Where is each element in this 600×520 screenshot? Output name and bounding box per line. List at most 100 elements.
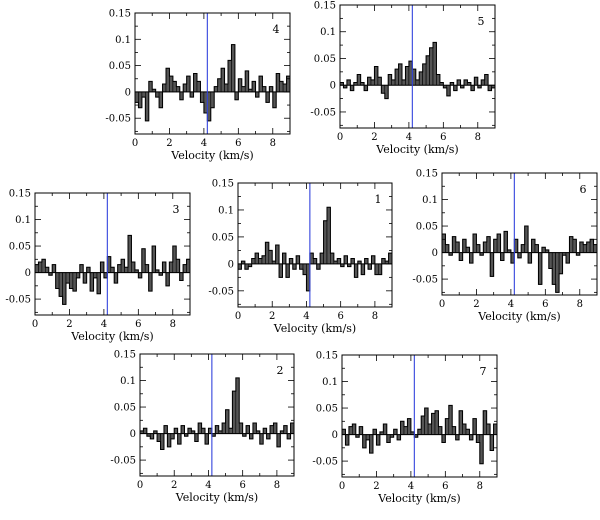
histogram-bar bbox=[278, 263, 283, 278]
panel-number-label: 3 bbox=[173, 203, 180, 216]
x-tick-label: 2 bbox=[166, 138, 172, 149]
histogram-bar bbox=[302, 263, 307, 275]
histogram-bar bbox=[196, 81, 201, 93]
histogram-bar bbox=[289, 258, 294, 265]
histogram-bar bbox=[138, 91, 143, 108]
histogram-bar bbox=[259, 433, 264, 445]
histogram-bar bbox=[348, 426, 353, 435]
panel-number-label: 5 bbox=[478, 15, 485, 28]
y-tick-label: 0.05 bbox=[9, 242, 31, 253]
histogram-bar bbox=[469, 434, 474, 441]
histogram-bar bbox=[323, 220, 328, 265]
histogram-bar bbox=[489, 434, 494, 451]
histogram-bar bbox=[417, 428, 422, 435]
histogram-bar bbox=[455, 241, 460, 253]
histogram-bar bbox=[400, 420, 405, 435]
spectrum-panel-7: 0 2 4 6 8 0.15 0.1 0.05 0 -0.05 Velocity (km/s) 7 bbox=[312, 351, 498, 505]
histogram-bar bbox=[391, 263, 392, 275]
histogram-bar bbox=[446, 84, 451, 97]
histogram-bar bbox=[424, 407, 429, 435]
histogram-bar bbox=[354, 263, 359, 278]
x-tick-label: 4 bbox=[101, 319, 107, 330]
x-tick-label: 8 bbox=[475, 132, 481, 143]
histogram-bar bbox=[289, 91, 290, 101]
histogram-bar bbox=[172, 81, 177, 93]
histogram-bar bbox=[186, 75, 191, 93]
panel-frame bbox=[134, 12, 291, 135]
y-tick-label: 0.1 bbox=[115, 35, 131, 46]
spectrum-step-line bbox=[135, 44, 290, 122]
panel-frame bbox=[34, 192, 191, 316]
y-tick-label: 0 bbox=[432, 248, 438, 259]
histogram-bar bbox=[148, 272, 153, 292]
histogram-bar bbox=[197, 265, 200, 273]
spectrum-panel-1: 0 2 4 6 8 0.15 0.1 0.05 0 -0.05 Velocity (km/s) 1 bbox=[208, 179, 393, 335]
histogram-bar bbox=[275, 244, 280, 265]
y-tick-label: 0 bbox=[330, 81, 336, 92]
histogram-bar bbox=[462, 239, 467, 253]
x-tick-label: 0 bbox=[32, 319, 38, 330]
histogram-bar bbox=[418, 71, 423, 86]
histogram-bar bbox=[482, 410, 487, 435]
histogram-bar bbox=[458, 252, 463, 261]
histogram-bar bbox=[193, 267, 196, 272]
histogram-bar bbox=[378, 263, 383, 275]
histogram-bar bbox=[238, 422, 243, 434]
histogram-bar bbox=[261, 255, 266, 265]
histogram-bar bbox=[290, 422, 294, 434]
x-tick-label: 6 bbox=[337, 311, 343, 322]
histogram-bar bbox=[589, 239, 594, 253]
histogram-bar bbox=[465, 428, 470, 435]
histogram-bar bbox=[180, 425, 185, 434]
x-axis-title: Velocity (km/s) bbox=[175, 491, 258, 504]
histogram-bar bbox=[269, 425, 274, 434]
histogram-bar bbox=[312, 258, 318, 265]
y-tick-label: 0.1 bbox=[422, 195, 438, 206]
x-tick-label: 8 bbox=[274, 480, 280, 491]
x-tick-label: 2 bbox=[473, 299, 479, 310]
histogram-bar bbox=[213, 86, 218, 93]
y-tick-label: 0.15 bbox=[212, 179, 234, 190]
histogram-bar bbox=[131, 261, 136, 273]
histogram-bar bbox=[158, 91, 163, 108]
histogram-bar bbox=[244, 70, 249, 93]
histogram-bar bbox=[531, 239, 536, 253]
histogram-bar bbox=[431, 413, 436, 435]
histogram-bar bbox=[472, 418, 477, 435]
spectrum-panel-3: 0 2 4 6 8 0.15 0.1 0.05 0 -0.05 Velocity (km/s) 3 bbox=[5, 189, 200, 343]
histogram-bar bbox=[177, 433, 182, 445]
histogram-bar bbox=[265, 91, 270, 103]
histogram-bar bbox=[343, 255, 348, 265]
histogram-bar bbox=[269, 86, 274, 93]
plot-area bbox=[135, 13, 290, 134]
x-tick-label: 8 bbox=[577, 299, 583, 310]
panel-frame bbox=[441, 172, 598, 296]
x-tick-label: 6 bbox=[440, 132, 446, 143]
histogram-bar bbox=[156, 433, 161, 442]
histogram-bar bbox=[262, 427, 267, 434]
histogram-bar bbox=[76, 272, 81, 279]
histogram-bar bbox=[367, 263, 372, 270]
panel-number-label: 7 bbox=[480, 365, 487, 378]
histogram-bar bbox=[365, 434, 370, 441]
histogram-bar bbox=[293, 430, 294, 434]
histogram-bar bbox=[319, 252, 324, 265]
spectrum-step-line bbox=[340, 41, 495, 100]
histogram-bar bbox=[316, 263, 321, 270]
plot-area bbox=[342, 355, 497, 477]
histogram-bar bbox=[386, 434, 391, 443]
spectrum-step-line bbox=[442, 225, 597, 293]
histogram-bar bbox=[445, 418, 450, 435]
histogram-bar bbox=[141, 248, 146, 273]
y-tick-label: -0.05 bbox=[208, 286, 234, 297]
y-tick-label: -0.05 bbox=[110, 456, 136, 467]
y-tick-label: 0.15 bbox=[109, 9, 131, 20]
x-tick-label: 2 bbox=[373, 481, 379, 492]
histogram-bar bbox=[369, 434, 374, 454]
histogram-bar bbox=[372, 428, 377, 435]
histogram-bar bbox=[262, 86, 267, 93]
histogram-bar bbox=[189, 253, 190, 273]
histogram-bar bbox=[496, 233, 501, 253]
histogram-bar bbox=[160, 433, 165, 450]
histogram-bar bbox=[453, 84, 458, 91]
